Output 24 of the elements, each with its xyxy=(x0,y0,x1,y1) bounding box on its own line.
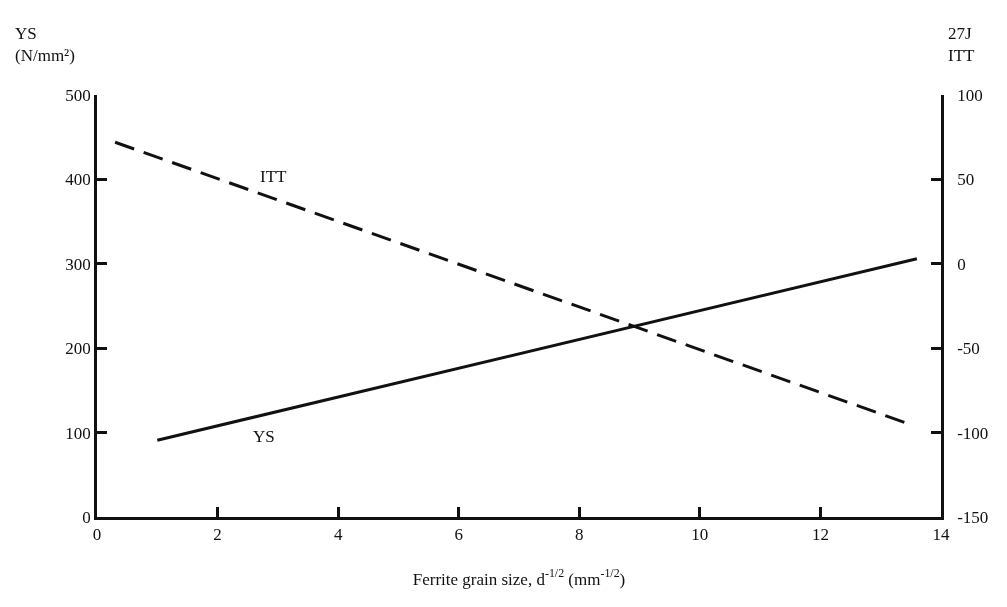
y2-tick-label: 0 xyxy=(957,254,966,274)
series-label: YS xyxy=(253,427,275,446)
y2-tick-label: -150 xyxy=(957,507,989,527)
y-axis-title: YS (N/mm²) xyxy=(15,24,75,66)
y2-tick-label: -50 xyxy=(957,339,980,359)
x-axis-title: Ferrite grain size, d$^{-1/2}$ (mm$^{-1/2}$) xyxy=(412,566,626,589)
x-tick-label: 2 xyxy=(213,525,222,545)
y-tick-label: 500 xyxy=(65,85,91,105)
series-label: ITT xyxy=(260,167,288,186)
y-tick-label: 200 xyxy=(65,339,91,359)
y-tick-label: 100 xyxy=(65,423,91,443)
y-tick-label: 400 xyxy=(65,170,91,190)
y2-tick-label: 50 xyxy=(957,170,975,190)
y2-axis-title: 27J ITT xyxy=(948,24,976,66)
y-tick-label: 0 xyxy=(82,507,91,527)
y2-tick-label: -100 xyxy=(957,423,989,443)
x-tick-label: 6 xyxy=(454,525,463,545)
x-tick-label: 4 xyxy=(333,525,343,545)
x-tick-label: 10 xyxy=(691,525,709,545)
y-tick-label: 300 xyxy=(65,254,91,274)
x-tick-label: 14 xyxy=(932,525,950,545)
y2-tick-label: 100 xyxy=(957,85,983,105)
x-tick-label: 8 xyxy=(575,525,584,545)
x-tick-label: 12 xyxy=(811,525,829,545)
